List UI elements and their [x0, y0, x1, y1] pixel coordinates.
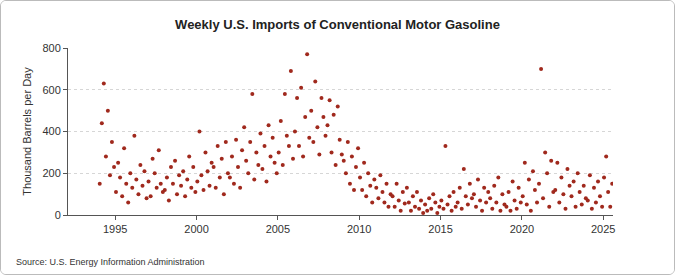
svg-text:2015: 2015	[428, 223, 452, 235]
svg-text:800: 800	[42, 42, 60, 54]
svg-text:1995: 1995	[103, 223, 127, 235]
svg-text:Source: U.S. Energy Informatio: Source: U.S. Energy Information Administ…	[16, 257, 205, 267]
svg-text:600: 600	[42, 84, 60, 96]
svg-text:Weekly U.S. Imports of Convent: Weekly U.S. Imports of Conventional Moto…	[175, 17, 500, 32]
svg-text:200: 200	[42, 167, 60, 179]
svg-text:2020: 2020	[510, 223, 534, 235]
svg-text:Thousand Barrels per Day: Thousand Barrels per Day	[21, 67, 33, 196]
svg-text:0: 0	[55, 209, 61, 221]
svg-text:2025: 2025	[591, 223, 615, 235]
svg-text:2000: 2000	[184, 223, 208, 235]
svg-text:2010: 2010	[347, 223, 371, 235]
svg-text:2005: 2005	[266, 223, 290, 235]
svg-text:400: 400	[42, 125, 60, 137]
